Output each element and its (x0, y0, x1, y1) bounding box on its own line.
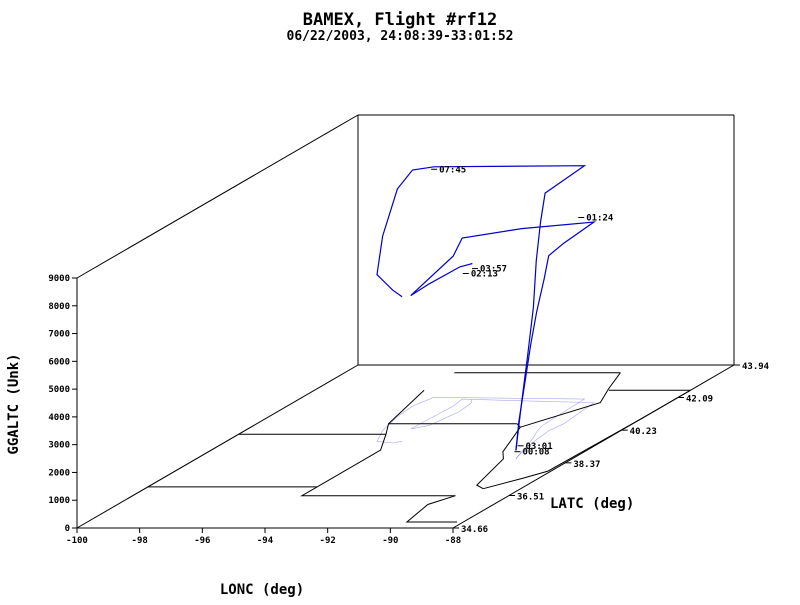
z-tick-label: 7000 (48, 330, 70, 340)
y-tick-label: 36.51 (517, 493, 544, 503)
x-tick-label: -98 (132, 536, 148, 546)
time-label: 00:08 (522, 448, 549, 458)
time-label: 03:01 (526, 442, 553, 452)
z-tick-label: 2000 (48, 468, 70, 478)
z-tick-label: 5000 (48, 385, 70, 395)
plot-box (76, 114, 735, 529)
time-label: 03:57 (480, 265, 507, 275)
state-border-3 (300, 486, 456, 497)
x-tick-label: -100 (66, 536, 88, 546)
state-border-8 (483, 389, 691, 490)
flight-track-shadow-1 (410, 398, 595, 459)
x-tick-label: -96 (194, 536, 210, 546)
time-label: 07:45 (439, 165, 466, 175)
z-tick-label: 6000 (48, 357, 70, 367)
time-label: 02:13 (471, 270, 498, 280)
time-label: 01:24 (586, 213, 614, 223)
y-tick-label: 42.09 (686, 394, 713, 404)
z-tick-label: 1000 (48, 496, 70, 506)
wall-top-edge (76, 114, 359, 279)
z-axis-label: GGALTC (Unk) (6, 353, 22, 454)
z-tick-label: 3000 (48, 441, 70, 451)
state-boundaries-map (147, 372, 691, 523)
state-border-6 (520, 372, 621, 428)
x-tick-label: -90 (382, 536, 398, 546)
y-tick-label: 38.37 (573, 460, 600, 470)
floor-back-edge (76, 364, 359, 529)
x-axis-label: LONC (deg) (220, 582, 304, 598)
x-tick-label: -92 (320, 536, 336, 546)
state-border-4 (316, 389, 425, 488)
state-border-5 (388, 423, 521, 490)
z-tick-label: 9000 (48, 274, 70, 284)
z-tick-label: 8000 (48, 302, 70, 312)
z-tick-label: 4000 (48, 413, 70, 423)
flight-track-1 (410, 221, 597, 451)
state-border-10 (405, 495, 457, 523)
flight-track-2 (376, 165, 587, 451)
chart-subtitle: 06/22/2003, 24:08:39-33:01:52 (287, 29, 514, 44)
y-tick-label: 40.23 (630, 427, 657, 437)
flight-tracks (376, 165, 597, 459)
y-tick-label: 34.66 (461, 525, 488, 535)
y-tick-label: 43.94 (742, 362, 770, 372)
flight-track-shadow-2 (376, 396, 586, 459)
chart-title: BAMEX, Flight #rf12 (303, 10, 497, 30)
y-axis-label: LATC (deg) (550, 496, 634, 512)
z-tick-label: 0 (65, 524, 70, 534)
x-tick-label: -88 (445, 536, 461, 546)
x-tick-label: -94 (257, 536, 274, 546)
